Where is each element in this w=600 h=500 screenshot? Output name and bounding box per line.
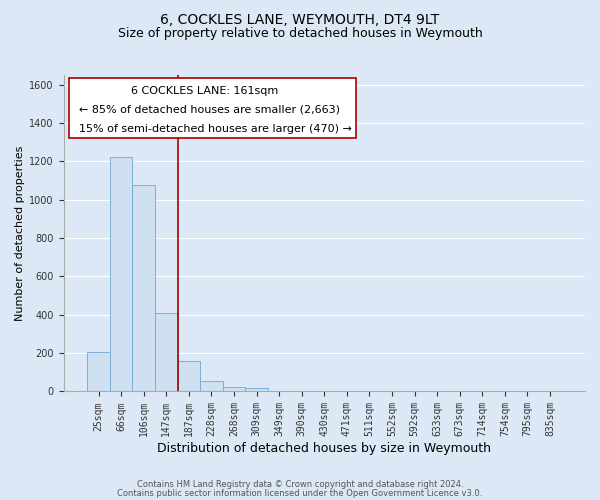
Bar bbox=[223, 386, 245, 392]
Text: Contains public sector information licensed under the Open Government Licence v3: Contains public sector information licen… bbox=[118, 488, 482, 498]
Text: Contains HM Land Registry data © Crown copyright and database right 2024.: Contains HM Land Registry data © Crown c… bbox=[137, 480, 463, 489]
Bar bbox=[200, 381, 223, 392]
Text: ← 85% of detached houses are smaller (2,663): ← 85% of detached houses are smaller (2,… bbox=[79, 104, 340, 115]
Text: Size of property relative to detached houses in Weymouth: Size of property relative to detached ho… bbox=[118, 28, 482, 40]
Bar bbox=[110, 156, 133, 392]
FancyBboxPatch shape bbox=[69, 78, 356, 138]
Text: 6, COCKLES LANE, WEYMOUTH, DT4 9LT: 6, COCKLES LANE, WEYMOUTH, DT4 9LT bbox=[160, 12, 440, 26]
Y-axis label: Number of detached properties: Number of detached properties bbox=[15, 146, 25, 321]
Text: 15% of semi-detached houses are larger (470) →: 15% of semi-detached houses are larger (… bbox=[79, 124, 352, 134]
X-axis label: Distribution of detached houses by size in Weymouth: Distribution of detached houses by size … bbox=[157, 442, 491, 455]
Bar bbox=[155, 313, 178, 392]
Text: 6 COCKLES LANE: 161sqm: 6 COCKLES LANE: 161sqm bbox=[131, 86, 278, 97]
Bar bbox=[178, 361, 200, 392]
Bar bbox=[87, 352, 110, 392]
Bar bbox=[245, 388, 268, 392]
Bar bbox=[133, 186, 155, 392]
